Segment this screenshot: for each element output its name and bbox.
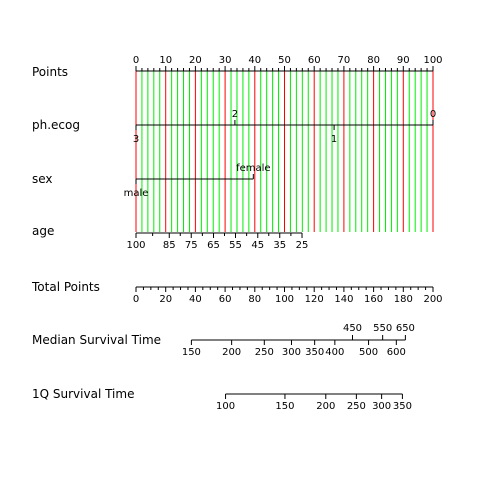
total-points-tick-label: 200 bbox=[423, 294, 442, 305]
age-tick-label: 65 bbox=[207, 240, 220, 251]
points-tick-label: 20 bbox=[189, 55, 202, 66]
age-tick-label: 45 bbox=[251, 240, 264, 251]
outcome-tick-label: 300 bbox=[372, 401, 391, 412]
total-points-axis: 0 20 40 60 80 100 120 140 160 180 200 bbox=[133, 286, 443, 305]
outcome-tick-label: 350 bbox=[305, 347, 324, 358]
median-survival-row-label: Median Survival Time bbox=[32, 333, 161, 347]
total-points-tick-label: 0 bbox=[133, 294, 139, 305]
total-points-tick-label: 20 bbox=[159, 294, 172, 305]
total-points-tick-label: 60 bbox=[219, 294, 232, 305]
total-points-tick-label: 80 bbox=[248, 294, 261, 305]
outcome-tick-label: 250 bbox=[347, 401, 366, 412]
ph-ecog-row-label: ph.ecog bbox=[32, 118, 80, 132]
total-points-tick-label: 120 bbox=[305, 294, 324, 305]
total-points-row-label: Total Points bbox=[31, 280, 100, 294]
outcome-tick-label: 200 bbox=[222, 347, 241, 358]
points-axis: 0 10 20 30 40 50 60 70 80 90 100 bbox=[133, 55, 443, 72]
points-tick-label: 100 bbox=[423, 55, 442, 66]
total-points-tick-label: 160 bbox=[364, 294, 383, 305]
points-tick-label: 30 bbox=[219, 55, 232, 66]
age-tick-label: 35 bbox=[273, 240, 286, 251]
outcome-tick-label: 550 bbox=[373, 323, 392, 334]
sex-level-label: female bbox=[236, 163, 270, 174]
ph-ecog-level-label: 2 bbox=[232, 109, 238, 120]
points-tick-label: 70 bbox=[338, 55, 351, 66]
age-tick-label: 75 bbox=[185, 240, 198, 251]
q1-survival-axis: 100 150 200 250 300 350 bbox=[216, 393, 412, 412]
outcome-tick-label: 200 bbox=[316, 401, 335, 412]
points-tick-label: 10 bbox=[159, 55, 172, 66]
age-tick-label: 85 bbox=[163, 240, 176, 251]
points-tick-label: 80 bbox=[367, 55, 380, 66]
ph-ecog-level-label: 3 bbox=[133, 134, 139, 145]
outcome-tick-label: 150 bbox=[182, 347, 201, 358]
ph-ecog-level-label: 1 bbox=[331, 134, 337, 145]
outcome-tick-label: 250 bbox=[255, 347, 274, 358]
outcome-tick-label: 100 bbox=[216, 401, 235, 412]
outcome-tick-label: 350 bbox=[393, 401, 412, 412]
outcome-tick-label: 450 bbox=[343, 323, 362, 334]
age-tick-label: 55 bbox=[229, 240, 242, 251]
outcome-tick-label: 150 bbox=[275, 401, 294, 412]
total-points-tick-label: 180 bbox=[394, 294, 413, 305]
outcome-tick-label: 600 bbox=[387, 347, 406, 358]
median-survival-axis: 150 200 250 300 350 400 450 500 550 600 650 bbox=[182, 323, 415, 358]
sex-axis: female male bbox=[124, 163, 271, 199]
sex-row-label: sex bbox=[32, 172, 53, 186]
total-points-tick-label: 100 bbox=[275, 294, 294, 305]
points-row-label: Points bbox=[32, 65, 68, 79]
total-points-tick-label: 40 bbox=[189, 294, 202, 305]
age-tick-label: 100 bbox=[126, 240, 145, 251]
points-tick-label: 0 bbox=[133, 55, 139, 66]
points-tick-label: 50 bbox=[278, 55, 291, 66]
outcome-tick-label: 500 bbox=[359, 347, 378, 358]
outcome-tick-label: 300 bbox=[282, 347, 301, 358]
outcome-tick-label: 400 bbox=[325, 347, 344, 358]
points-tick-label: 40 bbox=[248, 55, 261, 66]
age-tick-label: 25 bbox=[296, 240, 309, 251]
gridlines bbox=[135, 71, 434, 232]
points-tick-label: 90 bbox=[397, 55, 410, 66]
outcome-tick-label: 650 bbox=[396, 323, 415, 334]
total-points-tick-label: 140 bbox=[334, 294, 353, 305]
points-tick-label: 60 bbox=[308, 55, 321, 66]
ph-ecog-axis: 0 1 2 3 bbox=[133, 109, 436, 145]
age-row-label: age bbox=[32, 224, 54, 238]
sex-level-label: male bbox=[124, 188, 149, 199]
age-axis: 100 85 75 65 55 45 35 25 bbox=[126, 232, 309, 251]
q1-survival-row-label: 1Q Survival Time bbox=[32, 387, 134, 401]
ph-ecog-level-label: 0 bbox=[430, 109, 436, 120]
